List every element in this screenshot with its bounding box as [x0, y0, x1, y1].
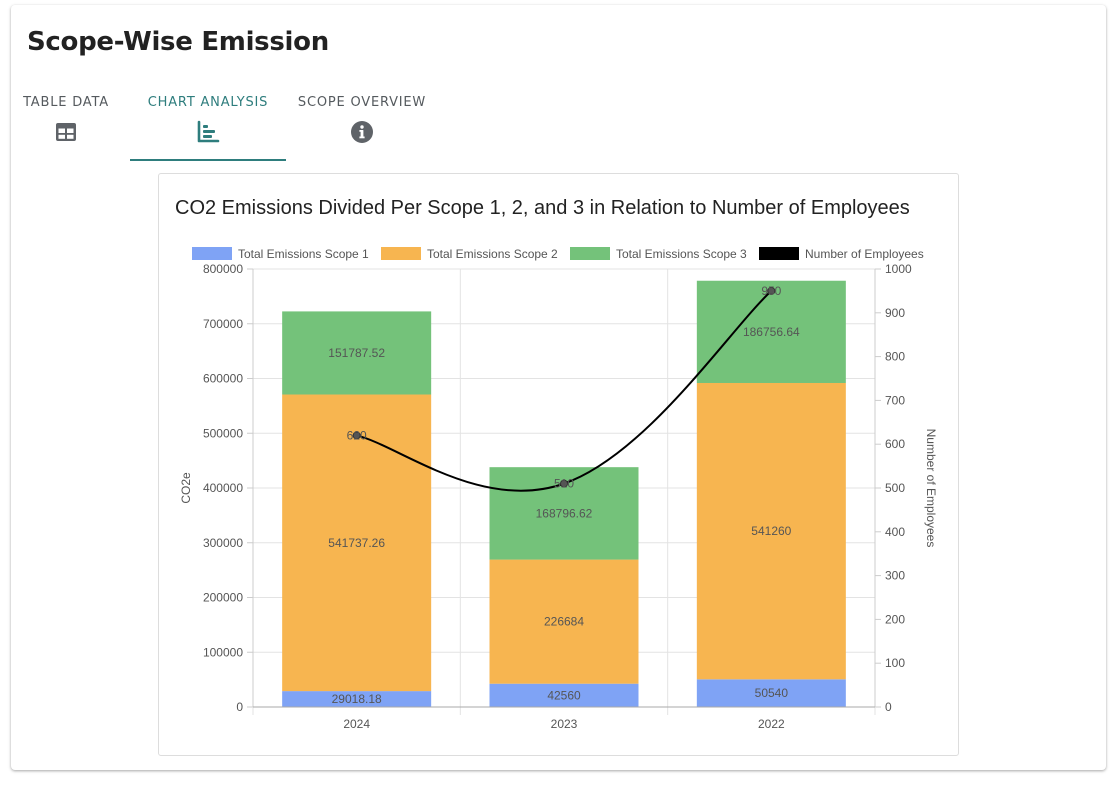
bar-chart-icon [197, 120, 220, 143]
legend-item-2[interactable]: Total Emissions Scope 2 [381, 247, 558, 261]
y2-tick-label: 900 [885, 306, 905, 320]
bar-1[interactable] [489, 683, 639, 707]
y2-tick-label: 800 [885, 350, 905, 364]
info-icon [351, 121, 373, 143]
employees-point[interactable] [352, 431, 361, 440]
y2-tick-label: 500 [885, 481, 905, 495]
y2-tick-label: 0 [885, 700, 892, 714]
bar-2[interactable] [489, 559, 639, 684]
y2-tick-label: 600 [885, 437, 905, 451]
y2-tick-label: 400 [885, 525, 905, 539]
y-tick-label: 100000 [203, 645, 243, 659]
bar-3[interactable] [282, 311, 432, 395]
legend-label: Total Emissions Scope 1 [238, 247, 369, 261]
bar-1[interactable] [282, 691, 432, 707]
bar-data-label: 226684 [544, 615, 584, 629]
bar-3[interactable] [696, 280, 846, 383]
bar-data-label: 541737.26 [328, 536, 385, 550]
legend-label: Number of Employees [805, 247, 924, 261]
employees-point[interactable] [560, 479, 568, 488]
legend-label: Total Emissions Scope 2 [427, 247, 558, 261]
y-tick-label: 400000 [203, 481, 243, 495]
employees-data-label: 950 [761, 284, 781, 298]
legend-swatch [759, 247, 799, 260]
y-tick-label: 200000 [203, 591, 243, 605]
bar-data-label: 50540 [755, 686, 789, 700]
legend-item-4[interactable]: Number of Employees [759, 247, 924, 261]
bar-1[interactable] [696, 679, 846, 707]
x-tick-label: 2022 [758, 717, 785, 731]
tab-label: TABLE DATA [23, 95, 109, 110]
employees-point[interactable] [767, 286, 776, 295]
y2-tick-label: 1000 [885, 262, 912, 276]
employees-data-label: 620 [347, 428, 367, 442]
y-tick-label: 0 [236, 700, 243, 714]
bar-2[interactable] [282, 394, 432, 692]
tab-scope-overview[interactable]: SCOPE OVERVIEW [296, 93, 428, 161]
chart-panel: CO2 Emissions Divided Per Scope 1, 2, an… [158, 173, 959, 756]
legend-swatch [381, 247, 421, 260]
bar-data-label: 29018.18 [332, 692, 382, 706]
x-tick-label: 2024 [343, 717, 370, 731]
page-title: Scope-Wise Emission [27, 27, 329, 57]
bar-data-label: 168796.62 [536, 506, 593, 520]
bar-data-label: 541260 [751, 524, 791, 538]
y-tick-label: 600000 [203, 372, 243, 386]
y2-tick-label: 300 [885, 569, 905, 583]
scope-emission-card: Scope-Wise Emission TABLE DATA CHART ANA… [11, 5, 1106, 770]
y-tick-label: 700000 [203, 317, 243, 331]
y2-tick-label: 700 [885, 393, 905, 407]
legend-item-1[interactable]: Total Emissions Scope 1 [192, 247, 369, 261]
y2-axis-title: Number of Employees [924, 429, 938, 548]
tab-label: CHART ANALYSIS [147, 95, 269, 110]
bar-data-label: 151787.52 [328, 346, 385, 360]
chart-title: CO2 Emissions Divided Per Scope 1, 2, an… [175, 197, 910, 219]
tab-bar: TABLE DATA CHART ANALYSIS SCOPE OVERVIEW [11, 93, 471, 163]
legend-item-3[interactable]: Total Emissions Scope 3 [570, 247, 747, 261]
tab-chart-analysis[interactable]: CHART ANALYSIS [130, 93, 286, 161]
x-tick-label: 2023 [551, 717, 578, 731]
bar-data-label: 186756.64 [743, 325, 800, 339]
legend-swatch [192, 247, 232, 260]
y-axis-title: CO2e [179, 472, 193, 504]
bar-data-label: 42560 [547, 688, 581, 702]
y-tick-label: 500000 [203, 426, 243, 440]
y2-tick-label: 200 [885, 612, 905, 626]
active-tab-indicator [130, 159, 286, 161]
emissions-chart: CO2 Emissions Divided Per Scope 1, 2, an… [175, 197, 938, 731]
tab-table-data[interactable]: TABLE DATA [11, 93, 121, 161]
legend-label: Total Emissions Scope 3 [616, 247, 747, 261]
legend-swatch [570, 247, 610, 260]
tab-label: SCOPE OVERVIEW [297, 95, 427, 110]
employees-data-label: 510 [554, 477, 574, 491]
y2-tick-label: 100 [885, 656, 905, 670]
bar-2[interactable] [696, 382, 846, 680]
table-icon [56, 123, 76, 141]
y-tick-label: 300000 [203, 536, 243, 550]
y-tick-label: 800000 [203, 262, 243, 276]
